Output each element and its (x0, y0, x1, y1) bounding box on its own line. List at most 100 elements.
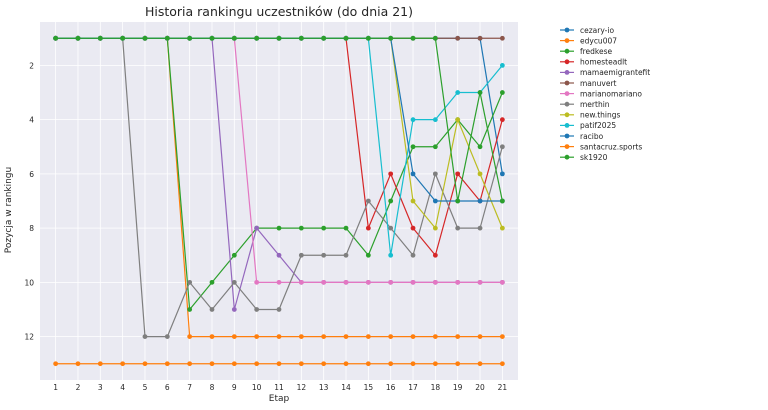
y-axis-label: Pozycja w rankingu (4, 167, 14, 253)
x-tick-label: 2 (76, 383, 81, 392)
data-point (410, 144, 416, 150)
data-point (410, 198, 416, 204)
legend-item: new.things (560, 111, 620, 120)
data-point (343, 334, 349, 340)
data-point (298, 35, 304, 41)
data-point (298, 252, 304, 258)
legend-swatch-marker (564, 38, 570, 43)
data-point (231, 35, 237, 41)
data-point (164, 361, 170, 367)
data-point (97, 361, 103, 367)
data-point (455, 117, 461, 123)
data-point (477, 144, 483, 150)
x-tick-label: 4 (120, 383, 125, 392)
legend-item: santacruz.sports (560, 142, 642, 151)
data-point (187, 279, 193, 285)
x-tick-label: 11 (274, 383, 284, 392)
data-point (343, 35, 349, 41)
data-point (187, 35, 193, 41)
x-tick-label: 9 (232, 383, 237, 392)
data-point (432, 198, 438, 204)
data-point (499, 361, 505, 367)
data-point (209, 35, 215, 41)
legend-swatch-marker (564, 154, 570, 160)
data-point (120, 35, 126, 41)
data-point (455, 171, 461, 177)
data-point (432, 361, 438, 367)
legend-item: patif2025 (560, 121, 616, 130)
data-point (365, 225, 371, 231)
data-point (187, 307, 193, 312)
data-point (499, 225, 505, 231)
x-tick-label: 10 (252, 383, 262, 392)
x-tick-label: 8 (210, 383, 215, 392)
data-point (343, 361, 349, 367)
data-point (231, 307, 237, 312)
data-point (321, 225, 327, 231)
x-tick-label: 14 (341, 383, 351, 392)
data-point (499, 117, 505, 123)
data-point (499, 62, 505, 68)
data-point (209, 334, 215, 340)
data-point (164, 35, 170, 41)
data-point (75, 35, 81, 41)
data-point (455, 279, 461, 285)
data-point (142, 35, 148, 41)
legend-label: patif2025 (580, 121, 616, 130)
data-point (499, 279, 505, 285)
data-point (388, 225, 394, 231)
x-tick-label: 20 (475, 383, 485, 392)
data-point (432, 334, 438, 340)
y-tick-label: 8 (29, 224, 34, 233)
data-point (254, 361, 260, 367)
data-point (432, 171, 438, 177)
legend-label: racibo (580, 132, 604, 141)
data-point (499, 198, 505, 204)
data-point (410, 117, 416, 123)
data-point (254, 35, 260, 41)
legend-label: new.things (580, 111, 620, 120)
data-point (97, 35, 103, 41)
data-point (410, 252, 416, 258)
legend-item: merthin (560, 100, 610, 109)
data-point (343, 252, 349, 258)
x-tick-label: 5 (143, 383, 148, 392)
data-point (477, 279, 483, 285)
data-point (455, 198, 461, 204)
data-point (298, 279, 304, 285)
x-tick-label: 6 (165, 383, 170, 392)
data-point (209, 307, 215, 312)
data-point (254, 307, 260, 312)
series-santacruz-sports (53, 361, 505, 367)
data-point (432, 117, 438, 123)
data-point (343, 225, 349, 231)
data-point (477, 334, 483, 340)
data-point (388, 252, 394, 258)
data-point (343, 279, 349, 285)
legend-item: marianomariano (560, 89, 642, 98)
legend-swatch-marker (564, 80, 570, 86)
data-point (164, 334, 170, 340)
data-point (432, 279, 438, 285)
x-tick-label: 12 (297, 383, 307, 392)
data-point (231, 361, 237, 367)
data-point (365, 334, 371, 340)
data-point (53, 361, 59, 367)
legend-label: santacruz.sports (580, 142, 642, 151)
chart-title: Historia rankingu uczestników (do dnia 2… (145, 4, 413, 19)
data-point (432, 35, 438, 41)
data-point (298, 361, 304, 367)
data-point (410, 361, 416, 367)
data-point (455, 334, 461, 340)
data-point (432, 252, 438, 258)
legend-label: cezary-io (580, 26, 614, 35)
data-point (388, 361, 394, 367)
data-point (477, 35, 483, 41)
legend-swatch-marker (564, 144, 570, 150)
data-point (410, 35, 416, 41)
data-point (298, 225, 304, 231)
data-point (231, 252, 237, 258)
legend-swatch-marker (564, 91, 570, 96)
legend-swatch-marker (564, 48, 570, 54)
